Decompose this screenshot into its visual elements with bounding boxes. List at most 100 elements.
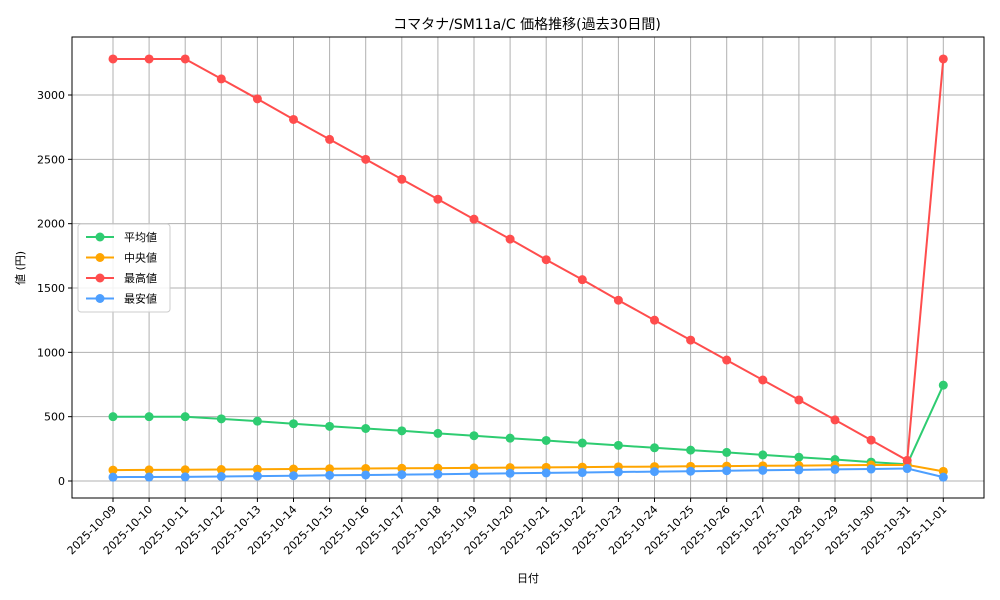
data-point bbox=[361, 154, 371, 164]
data-point bbox=[361, 424, 371, 434]
data-point bbox=[613, 295, 623, 305]
legend-item: 中央値 bbox=[86, 252, 157, 265]
data-point bbox=[289, 464, 298, 474]
data-point bbox=[650, 315, 659, 325]
data-point bbox=[866, 435, 876, 445]
data-point bbox=[216, 74, 226, 84]
data-point bbox=[108, 465, 118, 475]
data-point bbox=[541, 255, 551, 265]
data-point bbox=[252, 94, 262, 104]
y-axis-label: 値 (円) bbox=[14, 251, 27, 285]
data-point bbox=[144, 472, 154, 482]
data-point bbox=[938, 380, 948, 390]
data-point bbox=[325, 134, 335, 144]
data-point bbox=[397, 463, 407, 473]
data-point bbox=[866, 464, 876, 474]
data-point bbox=[397, 426, 407, 436]
data-point bbox=[216, 471, 226, 481]
y-tick-label: 1500 bbox=[37, 282, 65, 295]
legend-item: 平均値 bbox=[86, 231, 157, 244]
plot-area bbox=[71, 36, 985, 499]
data-point bbox=[325, 421, 335, 431]
data-point bbox=[686, 335, 696, 345]
data-point bbox=[144, 412, 154, 422]
y-tick-label: 3000 bbox=[37, 89, 65, 102]
data-point bbox=[613, 467, 623, 477]
data-point bbox=[108, 472, 118, 482]
data-point bbox=[433, 194, 443, 204]
data-point bbox=[361, 470, 371, 480]
y-tick-label: 0 bbox=[58, 475, 65, 488]
data-point bbox=[686, 445, 696, 455]
data-point bbox=[289, 114, 298, 124]
data-point bbox=[794, 395, 804, 405]
data-point bbox=[541, 435, 551, 445]
data-point bbox=[794, 465, 804, 475]
data-point bbox=[180, 54, 190, 64]
data-point bbox=[830, 415, 840, 425]
data-point bbox=[613, 440, 623, 450]
data-point bbox=[180, 472, 190, 482]
data-point bbox=[758, 450, 768, 460]
x-axis-label: 日付 bbox=[517, 572, 539, 585]
data-point bbox=[108, 412, 118, 422]
data-point bbox=[469, 431, 479, 441]
data-point bbox=[758, 375, 768, 385]
data-point bbox=[830, 464, 840, 474]
data-point bbox=[938, 472, 948, 482]
data-point bbox=[758, 465, 768, 475]
legend-item: 最高値 bbox=[86, 271, 157, 285]
data-point bbox=[289, 419, 298, 429]
data-point bbox=[650, 443, 659, 453]
series-line bbox=[108, 464, 948, 482]
data-point bbox=[144, 465, 154, 475]
data-point bbox=[361, 464, 371, 474]
data-point bbox=[902, 464, 912, 474]
gridlines bbox=[72, 37, 984, 498]
data-point bbox=[216, 465, 226, 475]
data-point bbox=[650, 467, 659, 477]
data-point bbox=[505, 234, 515, 244]
data-point bbox=[577, 468, 587, 478]
legend-marker-icon bbox=[95, 232, 105, 242]
y-tick-label: 1000 bbox=[37, 346, 65, 359]
data-point bbox=[902, 455, 912, 465]
legend-marker-icon bbox=[95, 294, 105, 303]
legend-marker-icon bbox=[95, 253, 105, 262]
data-point bbox=[252, 464, 262, 474]
series-line bbox=[108, 54, 948, 465]
data-point bbox=[505, 468, 515, 478]
data-point bbox=[252, 416, 262, 426]
data-point bbox=[180, 412, 190, 422]
data-point bbox=[144, 54, 154, 64]
y-tick-label: 2000 bbox=[37, 218, 65, 231]
legend-item: 最安値 bbox=[86, 292, 157, 306]
data-point bbox=[397, 174, 407, 184]
data-point bbox=[722, 447, 732, 457]
legend-label: 最高値 bbox=[124, 271, 157, 285]
series-line bbox=[108, 460, 948, 476]
y-tick-label: 500 bbox=[44, 411, 65, 424]
data-point bbox=[541, 468, 551, 478]
data-point bbox=[469, 214, 479, 224]
data-point bbox=[433, 469, 443, 479]
legend-marker-icon bbox=[95, 273, 105, 283]
data-point bbox=[722, 355, 732, 365]
data-point bbox=[216, 414, 226, 424]
legend-label: 中央値 bbox=[124, 252, 157, 265]
data-point bbox=[722, 466, 732, 476]
x-axis: 2025-10-092025-10-102025-10-112025-10-12… bbox=[65, 498, 949, 557]
data-point bbox=[289, 471, 298, 481]
legend-label: 平均値 bbox=[124, 231, 157, 244]
y-axis: 0 500 1000 1500 2000 2500 3000 bbox=[37, 89, 72, 488]
chart-title: コマタナ/SM11a/C 価格推移(過去30日間) bbox=[393, 17, 661, 33]
data-point bbox=[108, 54, 118, 64]
data-point bbox=[577, 438, 587, 448]
y-tick-label: 2500 bbox=[37, 153, 65, 166]
data-point bbox=[577, 275, 587, 285]
series-layer bbox=[108, 54, 948, 482]
data-point bbox=[325, 464, 335, 474]
data-point bbox=[433, 428, 443, 438]
